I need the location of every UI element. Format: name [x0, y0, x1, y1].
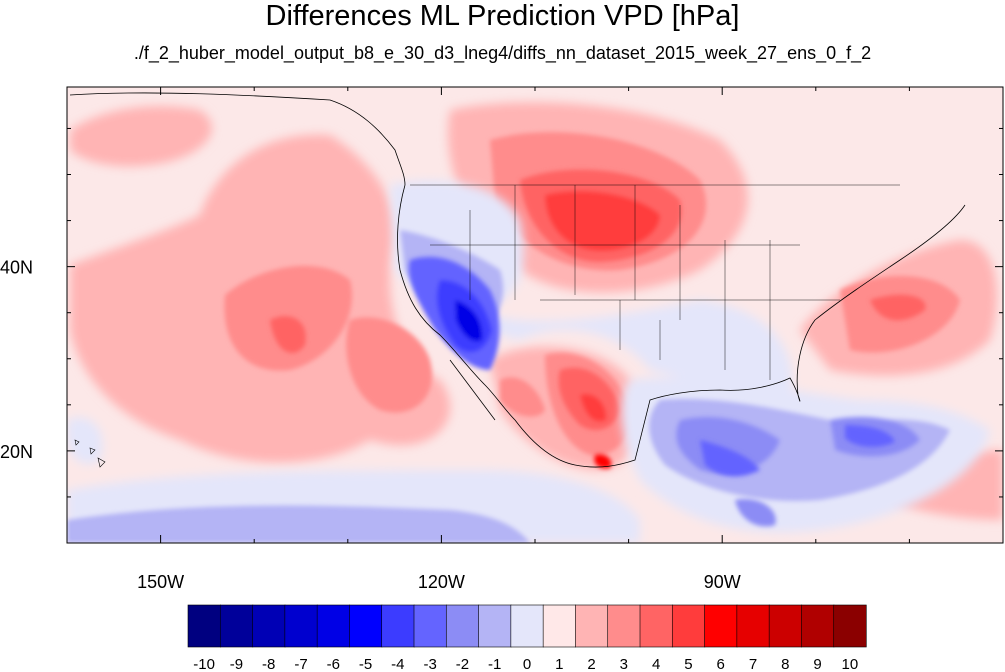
pacific-north-positive — [70, 106, 212, 167]
map-title: Differences ML Prediction VPD [hPa] — [265, 0, 740, 32]
lon-label: 150W — [137, 572, 184, 592]
colorbar-swatch — [219, 604, 254, 648]
colorbar-swatch — [639, 604, 673, 648]
colorbar-swatch — [671, 604, 706, 648]
colorbar-label: 10 — [842, 656, 859, 672]
colorbar-swatch — [381, 604, 415, 648]
colorbar-label: -1 — [488, 656, 501, 672]
colorbar-swatch — [316, 604, 351, 648]
lon-label: 120W — [418, 572, 465, 592]
colorbar-swatch — [801, 604, 835, 648]
lat-label: 40N — [0, 258, 33, 278]
colorbar-swatch — [349, 604, 383, 648]
colorbar-swatch — [607, 604, 641, 648]
colorbar-label: 1 — [555, 656, 563, 672]
colorbar-label: -2 — [456, 656, 469, 672]
colorbar-label: -8 — [262, 656, 275, 672]
colorbar-swatch — [704, 604, 738, 648]
colorbar-swatch — [575, 604, 609, 648]
axis-ticks — [66, 87, 1004, 544]
colorbar-swatch — [284, 604, 318, 648]
colorbar-label: 4 — [652, 656, 660, 672]
colorbar-swatch — [768, 604, 803, 648]
map-subtitle: ./f_2_huber_model_output_b8_e_30_d3_lneg… — [133, 43, 872, 63]
colorbar-label: -7 — [294, 656, 307, 672]
colorbar-label: -9 — [230, 656, 243, 672]
colorbar-label: 6 — [717, 656, 725, 672]
western-us-negative — [390, 180, 793, 400]
colorbar-label: 8 — [781, 656, 789, 672]
colorbar-label: 2 — [587, 656, 595, 672]
colorbar-label: 0 — [523, 656, 531, 672]
colorbar-label: -5 — [359, 656, 372, 672]
hawaii-islands — [74, 439, 106, 468]
colorbar-label: 7 — [749, 656, 757, 672]
colorbar-swatch — [478, 604, 512, 648]
state-borders — [410, 184, 900, 380]
colorbar-swatch — [510, 604, 544, 648]
colorbar-label: -3 — [423, 656, 436, 672]
colorbar-swatch — [736, 604, 770, 648]
colorbar-swatch — [833, 604, 867, 648]
colorbar-label: -4 — [391, 656, 404, 672]
lat-label: 20N — [0, 442, 33, 462]
colorbar: -10 -9 -8 -7 -6 -5 -4 -3 -2 -1 0 1 2 3 4 5 6 7 8 9 10 — [187, 604, 867, 672]
lon-label: 90W — [704, 572, 741, 592]
colorbar-swatch — [542, 604, 577, 648]
axis-labels: 40N 20N 150W 120W 90W — [0, 258, 741, 592]
difference-field — [67, 87, 1003, 543]
colorbar-swatch — [413, 604, 447, 648]
colorbar-label: 9 — [813, 656, 821, 672]
colorbar-label: 3 — [620, 656, 628, 672]
colorbar-swatch — [445, 604, 480, 648]
colorbar-swatch — [187, 604, 221, 648]
colorbar-label: -10 — [193, 656, 215, 672]
colorbar-swatch — [252, 604, 286, 648]
colorbar-label: 5 — [684, 656, 692, 672]
colorbar-label: -6 — [327, 656, 340, 672]
coastline-outline — [69, 92, 966, 468]
